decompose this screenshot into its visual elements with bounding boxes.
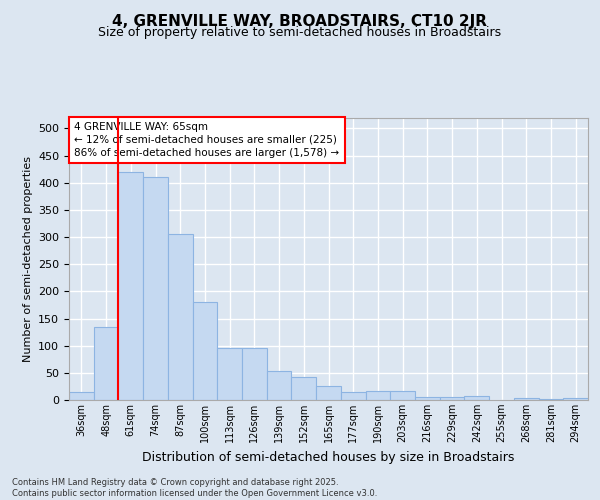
Text: Size of property relative to semi-detached houses in Broadstairs: Size of property relative to semi-detach… — [98, 26, 502, 39]
Bar — [365, 391, 390, 400]
Bar — [94, 326, 118, 400]
Bar — [292, 377, 316, 400]
Text: 4 GRENVILLE WAY: 65sqm
← 12% of semi-detached houses are smaller (225)
86% of se: 4 GRENVILLE WAY: 65sqm ← 12% of semi-det… — [74, 122, 340, 158]
Bar — [464, 396, 489, 400]
Bar — [514, 398, 539, 400]
Bar — [267, 371, 292, 400]
Bar — [440, 396, 464, 400]
Text: Contains HM Land Registry data © Crown copyright and database right 2025.
Contai: Contains HM Land Registry data © Crown c… — [12, 478, 377, 498]
Bar — [69, 392, 94, 400]
Text: 4, GRENVILLE WAY, BROADSTAIRS, CT10 2JR: 4, GRENVILLE WAY, BROADSTAIRS, CT10 2JR — [113, 14, 487, 29]
Bar — [390, 391, 415, 400]
Bar — [415, 398, 440, 400]
Bar — [143, 178, 168, 400]
Bar — [242, 348, 267, 400]
Bar — [193, 302, 217, 400]
Bar — [563, 398, 588, 400]
Bar — [316, 386, 341, 400]
Bar — [168, 234, 193, 400]
Y-axis label: Number of semi-detached properties: Number of semi-detached properties — [23, 156, 32, 362]
Bar — [341, 392, 365, 400]
Bar — [118, 172, 143, 400]
X-axis label: Distribution of semi-detached houses by size in Broadstairs: Distribution of semi-detached houses by … — [142, 450, 515, 464]
Bar — [217, 348, 242, 400]
